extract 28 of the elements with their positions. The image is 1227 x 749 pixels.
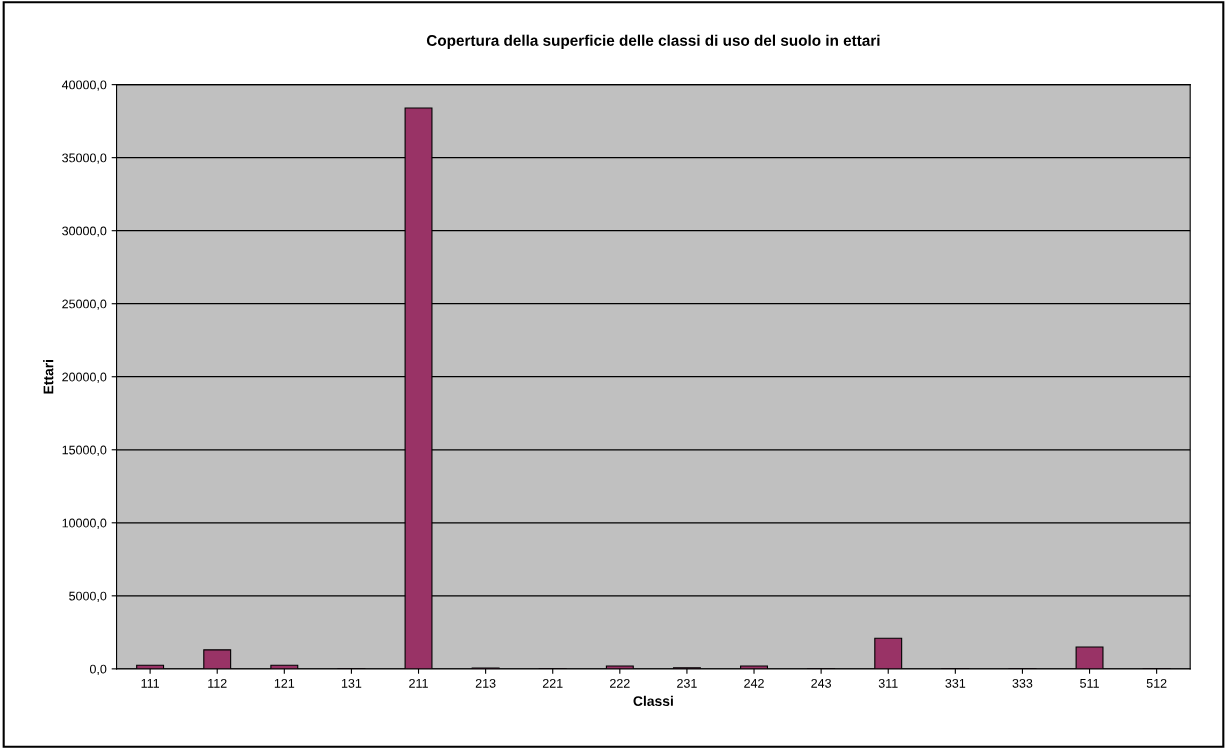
x-tick-label: 222 bbox=[610, 678, 630, 688]
x-tick-label: 213 bbox=[475, 678, 496, 688]
x-tick-label: 231 bbox=[677, 678, 697, 688]
x-tick-label: 333 bbox=[1012, 678, 1033, 688]
x-tick-label: 221 bbox=[542, 678, 563, 688]
x-tick-label: 131 bbox=[341, 678, 362, 688]
y-tick-label: 25000,0 bbox=[62, 299, 107, 310]
x-tick-label: 112 bbox=[208, 678, 227, 688]
y-tick-label: 0,0 bbox=[89, 664, 107, 675]
x-tick-label: 512 bbox=[1146, 678, 1167, 688]
x-tick-label: 121 bbox=[274, 678, 295, 688]
x-tick-label: 111 bbox=[141, 679, 160, 688]
y-tick-label: 40000,0 bbox=[61, 80, 107, 91]
x-tick-label: 331 bbox=[945, 678, 966, 688]
y-tick-label: 15000,0 bbox=[62, 445, 107, 456]
chart-title: Copertura della superficie delle classi di uso del suolo in ettari bbox=[426, 34, 880, 49]
y-axis-title: Ettari bbox=[43, 359, 54, 394]
y-tick-label: 10000,0 bbox=[62, 518, 107, 529]
y-tick-label: 30000,0 bbox=[62, 226, 107, 237]
x-axis-title: Classi bbox=[633, 695, 673, 706]
y-tick-label: 5000,0 bbox=[69, 591, 107, 602]
x-tick-label: 211 bbox=[409, 678, 428, 688]
x-tick-label: 311 bbox=[878, 678, 898, 688]
y-tick-label: 35000,0 bbox=[62, 153, 107, 164]
x-tick-label: 242 bbox=[744, 678, 764, 688]
x-tick-label: 243 bbox=[811, 678, 832, 688]
x-tick-label: 511 bbox=[1080, 679, 1099, 688]
y-tick-label: 20000,0 bbox=[62, 372, 107, 383]
